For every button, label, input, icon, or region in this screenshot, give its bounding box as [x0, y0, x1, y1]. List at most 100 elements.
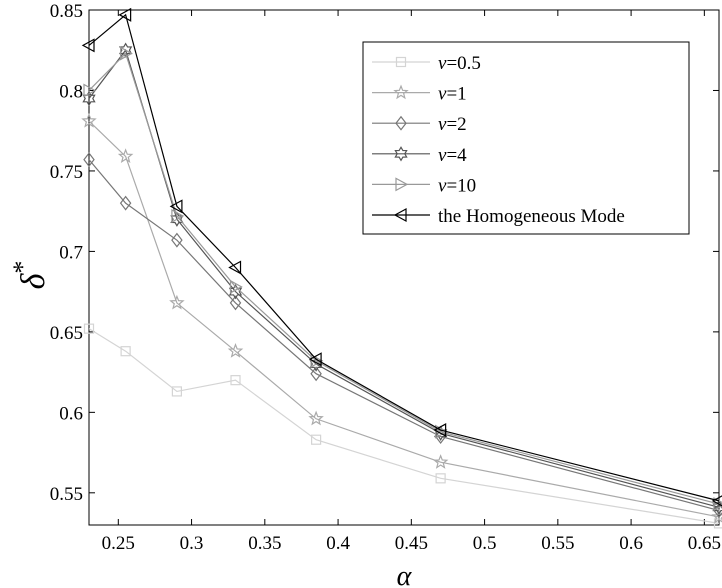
- data-point: [432, 454, 449, 469]
- legend-marker: [395, 177, 409, 192]
- legend-entry: v=2: [372, 114, 467, 135]
- y-tick-label: 0.75: [50, 162, 83, 183]
- legend-label: v=10: [438, 175, 476, 196]
- legend-marker: [393, 207, 407, 223]
- series-layer: [81, 7, 722, 529]
- data-point: [171, 386, 183, 397]
- legend-label-value: =4: [446, 145, 467, 166]
- data-point: [83, 323, 95, 334]
- x-tick-label: 0.35: [248, 533, 281, 554]
- x-tick-label: 0.65: [688, 533, 721, 554]
- x-tick-label: 0.5: [473, 533, 497, 554]
- legend-label-value: =10: [446, 175, 476, 196]
- legend-entry: v=1: [372, 84, 467, 105]
- legend-marker: [394, 146, 408, 162]
- data-point: [310, 353, 324, 368]
- legend-label-variable: v: [438, 114, 447, 135]
- data-point: [713, 518, 722, 529]
- data-point: [120, 46, 133, 61]
- series-line: [88, 328, 720, 524]
- legend-label-variable: v: [438, 145, 447, 166]
- legend-label: v=2: [438, 114, 467, 135]
- series-2: [83, 152, 722, 518]
- data-point: [712, 499, 722, 515]
- legend-label-value: =1: [446, 84, 466, 105]
- legend-label-variable: v: [438, 84, 447, 105]
- y-axis-label: δ*: [8, 261, 52, 290]
- legend-entry: v=10: [372, 175, 476, 196]
- x-tick-label: 0.6: [619, 533, 643, 554]
- data-point: [169, 199, 183, 214]
- x-axis-label: α: [397, 561, 413, 588]
- data-point: [83, 152, 95, 168]
- series-line: [88, 159, 720, 512]
- series-5: [81, 7, 722, 507]
- data-point: [171, 232, 183, 248]
- data-point: [81, 38, 95, 53]
- legend-marker: [395, 56, 407, 68]
- data-point: [713, 497, 722, 512]
- legend-entry: v=4: [372, 145, 467, 166]
- legend-label: v=4: [438, 145, 467, 166]
- data-point: [433, 423, 447, 438]
- legend-marker: [395, 115, 407, 131]
- data-point: [82, 90, 96, 107]
- data-point: [435, 473, 446, 484]
- data-point: [118, 7, 132, 22]
- x-tick-label: 0.55: [541, 533, 574, 554]
- data-point: [713, 503, 722, 518]
- legend-box: [362, 41, 690, 235]
- y-tick-label: 0.85: [50, 1, 83, 22]
- y-tick-label: 0.6: [59, 403, 83, 424]
- legend-label-variable: v: [438, 53, 447, 74]
- y-axis-label-superscript: *: [8, 261, 37, 274]
- legend-marker: [393, 84, 409, 100]
- y-axis-label-main: δ: [15, 272, 52, 289]
- data-point: [435, 424, 448, 439]
- legend-label-value: =0.5: [446, 53, 480, 74]
- data-point: [310, 434, 322, 445]
- legend-entry: v=0.5: [372, 53, 481, 74]
- data-point: [229, 279, 243, 294]
- x-tick-label: 0.45: [395, 533, 428, 554]
- data-point: [228, 283, 243, 300]
- series-line: [88, 52, 720, 505]
- data-point: [310, 366, 322, 382]
- y-tick-label: 0.8: [59, 81, 83, 102]
- x-tick-label: 0.3: [180, 533, 204, 554]
- legend-entry: the Homogeneous Mode: [372, 206, 625, 227]
- tick-labels: 0.25 0.3 0.35 0.4 0.45 0.5 0.55 0.6 0.65 0.55 0.6 0…: [50, 1, 721, 554]
- series-line: [88, 120, 720, 518]
- svg-text:δ*: δ*: [8, 261, 52, 290]
- data-point: [171, 208, 185, 224]
- data-point: [169, 294, 185, 310]
- data-point: [228, 260, 242, 275]
- series-line: [88, 13, 720, 502]
- data-point: [83, 83, 97, 98]
- series-0: [83, 323, 722, 529]
- legend-label: the Homogeneous Mode: [438, 206, 625, 227]
- data-point: [81, 112, 97, 128]
- data-point: [227, 343, 244, 358]
- y-tick-label: 0.55: [50, 484, 83, 505]
- data-point: [117, 148, 134, 164]
- data-point: [711, 508, 722, 524]
- legend-label-value: the Homogeneous Mode: [438, 206, 625, 227]
- y-tick-label: 0.65: [50, 323, 83, 344]
- axis-ticks: [89, 9, 719, 525]
- y-tick-label: 0.7: [59, 242, 83, 263]
- data-point: [230, 375, 241, 386]
- legend-label: v=0.5: [438, 53, 481, 74]
- legend-label-value: =2: [446, 114, 466, 135]
- data-point: [308, 352, 322, 367]
- data-point: [120, 346, 131, 357]
- series-4: [83, 46, 722, 512]
- x-tick-label: 0.4: [326, 533, 350, 554]
- data-point: [229, 295, 242, 311]
- data-point: [711, 495, 722, 507]
- data-point: [308, 410, 324, 426]
- data-point: [119, 195, 132, 211]
- legend-label: v=1: [438, 84, 467, 105]
